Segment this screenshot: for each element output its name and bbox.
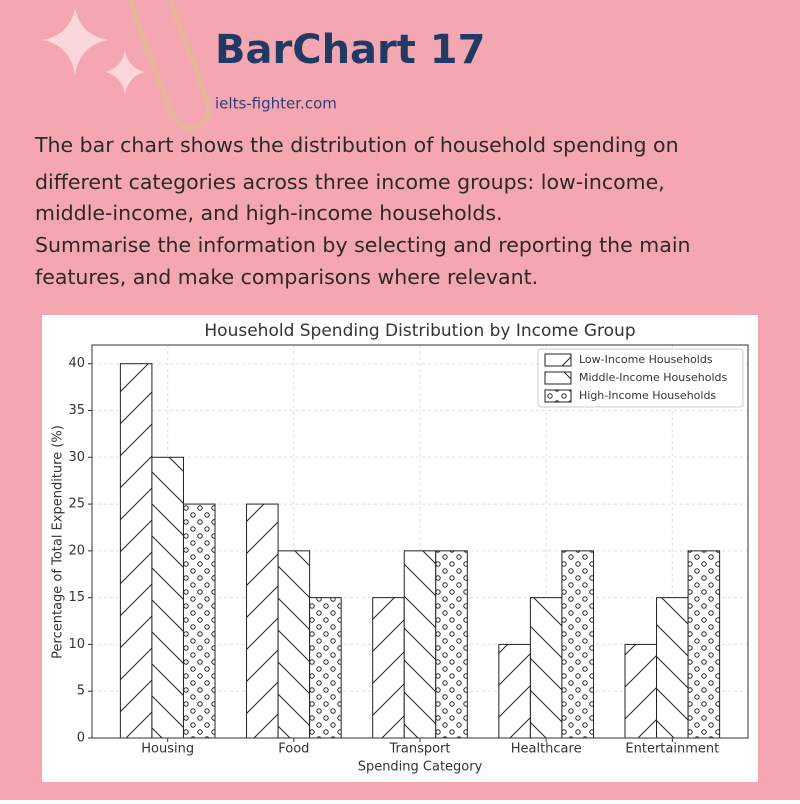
bar (529, 597, 563, 739)
prompt-line: middle-income, and high-income household… (35, 201, 503, 225)
y-tick-label: 0 (77, 731, 85, 746)
y-tick-label: 40 (68, 356, 85, 371)
axes (91, 344, 749, 739)
bar (624, 643, 658, 739)
bar (656, 597, 689, 739)
y-tick-label: 30 (68, 450, 85, 465)
legend-label: Low-Income Households (579, 353, 713, 366)
bar (403, 550, 437, 739)
sparkle (42, 8, 108, 75)
y-tick-label: 10 (68, 637, 85, 652)
prompt-line: different categories across three income… (35, 170, 665, 194)
bar (246, 503, 279, 739)
legend-label: High-Income Households (579, 389, 716, 402)
site: ielts-fighter.com (215, 95, 337, 113)
bar (182, 503, 216, 739)
legend-box (537, 348, 744, 408)
chart-title: Household Spending Distribution by Incom… (204, 321, 635, 341)
x-tick-label: Transport (388, 742, 450, 757)
legend-swatch (544, 353, 572, 367)
legend-swatch (544, 389, 572, 403)
y-tick-label: 20 (68, 543, 85, 558)
y-tick-label: 15 (68, 590, 85, 605)
bar (119, 363, 153, 739)
x-tick-label: Food (278, 742, 309, 757)
sparkle (105, 50, 145, 95)
prompt-line: Summarise the information by selecting a… (35, 233, 691, 257)
bar (435, 550, 468, 739)
x-tick-label: Housing (141, 742, 194, 757)
paperclip (127, 0, 212, 131)
y-tick-label: 25 (68, 497, 85, 512)
x-axis-label: Spending Category (358, 760, 483, 775)
bar (372, 597, 405, 739)
bar (309, 597, 342, 739)
bar (498, 643, 531, 739)
prompt-line: The bar chart shows the distribution of … (34, 133, 679, 157)
legend-swatch (544, 371, 572, 385)
bar (277, 550, 311, 739)
x-tick-label: Entertainment (625, 742, 719, 757)
bar (687, 550, 721, 739)
bar (561, 550, 594, 739)
header-title: BarChart 17 (215, 27, 485, 73)
y-tick-label: 5 (77, 684, 85, 699)
bar (151, 456, 184, 739)
x-tick-label: Healthcare (511, 742, 582, 757)
y-axis-label: Percentage of Total Expenditure (%) (51, 425, 66, 659)
prompt-line: features, and make comparisons where rel… (35, 265, 538, 289)
y-tick-label: 35 (68, 403, 85, 418)
legend-label: Middle-Income Households (579, 371, 727, 384)
